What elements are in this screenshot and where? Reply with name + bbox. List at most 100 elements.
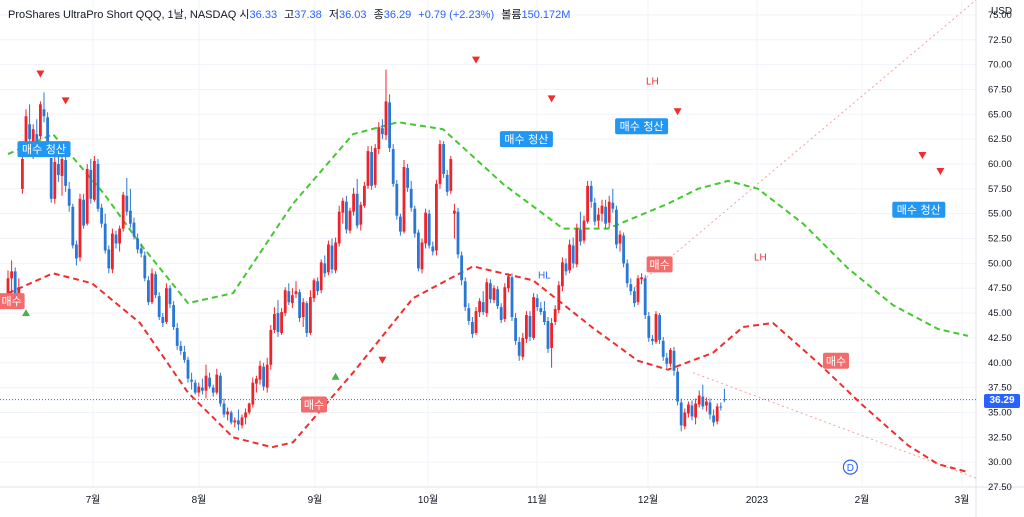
signal-down-triangle — [936, 167, 945, 175]
candle-body — [301, 302, 305, 318]
lower-band-line — [7, 265, 969, 474]
candle-body — [413, 208, 417, 234]
candle-body — [269, 329, 273, 365]
candle — [319, 259, 323, 294]
signal-down-triangle — [472, 56, 480, 64]
candle-body — [283, 290, 287, 314]
candle-body — [665, 357, 669, 364]
candle-body — [348, 210, 352, 231]
candle-body — [309, 297, 312, 333]
candle-body — [550, 323, 553, 348]
signal-text: 매수 청산 — [620, 120, 664, 133]
candle-body — [607, 201, 611, 223]
candle-body — [597, 214, 600, 221]
candle — [636, 275, 640, 306]
candle-body — [643, 278, 647, 316]
signal-up-triangle — [22, 309, 30, 317]
candle — [323, 255, 327, 278]
candle — [337, 205, 341, 247]
candle-body — [211, 387, 215, 393]
candle-body — [669, 349, 672, 364]
candle — [571, 237, 575, 269]
candle-body — [64, 160, 67, 186]
y-tick-label: 50.00 — [988, 258, 1012, 269]
candle-body — [507, 276, 510, 289]
candle — [42, 92, 46, 123]
candle-body — [676, 371, 679, 402]
candle — [467, 303, 471, 325]
candle — [453, 203, 456, 239]
buy-signal-label: 매수 — [0, 293, 25, 310]
candle — [352, 187, 355, 216]
candle — [625, 259, 629, 288]
candle-body — [355, 193, 359, 226]
candle-body — [233, 420, 237, 423]
candle — [593, 197, 597, 226]
currency-label: USD — [991, 6, 1013, 17]
candle — [607, 195, 611, 228]
candle-body — [453, 210, 456, 214]
candle-body — [103, 223, 107, 251]
candle — [435, 179, 438, 256]
candle-body — [499, 307, 503, 321]
candle-body — [514, 318, 517, 341]
candle-body — [197, 386, 201, 393]
low-value: 36.03 — [338, 9, 367, 21]
candle-body — [327, 244, 330, 273]
candle-body — [337, 211, 341, 244]
candle — [622, 232, 625, 268]
candle — [499, 303, 503, 324]
candle-body — [571, 245, 575, 264]
candle-body — [46, 117, 49, 153]
candle — [179, 340, 183, 355]
candle — [687, 401, 690, 418]
candle-body — [132, 222, 136, 237]
candle-body — [640, 277, 643, 280]
candle-body — [100, 207, 103, 224]
candle — [125, 177, 129, 216]
candle-body — [420, 242, 424, 270]
candle-body — [388, 102, 391, 149]
candle — [96, 159, 100, 212]
candle-body — [24, 116, 28, 150]
candle-body — [35, 134, 39, 142]
y-tick-label: 45.00 — [988, 308, 1012, 319]
y-tick-label: 57.50 — [988, 184, 1012, 195]
candle — [334, 237, 337, 274]
candle — [229, 410, 233, 425]
candle — [154, 271, 157, 299]
signal-text: 매수 청산 — [22, 143, 66, 156]
candle-body — [391, 149, 395, 184]
candle — [528, 311, 532, 341]
signal-down-triangle — [673, 108, 682, 116]
candle-body — [593, 202, 597, 222]
candle-body — [575, 228, 579, 265]
candle-body — [579, 229, 582, 242]
candle-body — [503, 287, 507, 320]
candle — [381, 119, 384, 140]
signal-box — [646, 256, 673, 273]
candle-body — [118, 228, 121, 244]
candle-body — [49, 158, 53, 199]
candle — [10, 260, 13, 294]
candle-body — [111, 233, 114, 270]
candle — [643, 275, 647, 320]
candle — [85, 163, 89, 226]
candle-body — [532, 297, 535, 338]
candle-body — [564, 263, 568, 272]
candle-body — [438, 144, 442, 184]
candle — [391, 144, 395, 187]
candle — [514, 313, 517, 345]
candle — [136, 233, 139, 254]
candle-body — [85, 168, 89, 224]
x-tick-label: 11월 — [527, 494, 547, 506]
candle-body — [42, 109, 46, 117]
chart-legend: ProShares UltraPro Short QQQ, 1날, NASDAQ… — [8, 6, 574, 22]
candle — [427, 209, 431, 249]
candle — [449, 156, 453, 194]
candle-body — [442, 144, 445, 174]
candle — [370, 146, 373, 190]
candle — [208, 372, 211, 389]
candle-body — [561, 262, 564, 287]
